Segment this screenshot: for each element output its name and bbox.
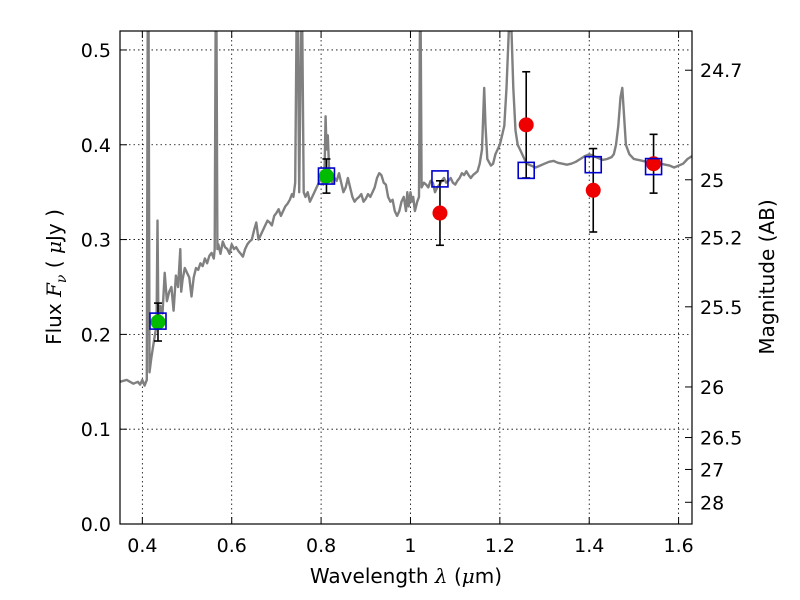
x-tick-label: 1.2 bbox=[485, 535, 515, 557]
y2-tick-label: 26 bbox=[700, 377, 724, 399]
y2-tick-label: 24.7 bbox=[700, 60, 742, 82]
marker-layer bbox=[149, 117, 663, 330]
nir-data-point bbox=[518, 117, 534, 133]
x-tick-label: 0.4 bbox=[127, 535, 157, 557]
nir-data-point bbox=[646, 156, 662, 172]
tick-marks bbox=[120, 31, 692, 525]
y2-tick-label: 25.5 bbox=[700, 297, 742, 319]
x-tick-label: 0.6 bbox=[217, 535, 247, 557]
model-photometry-point bbox=[517, 161, 536, 180]
model-photometry-point bbox=[149, 312, 167, 330]
y2-tick-label: 25 bbox=[700, 170, 724, 192]
plot-background bbox=[120, 31, 692, 524]
y2-tick-label: 27 bbox=[700, 459, 724, 481]
y-tick-label: 0.2 bbox=[81, 324, 111, 346]
x-tick-label: 1.6 bbox=[663, 535, 693, 557]
y-tick-label: 0.3 bbox=[81, 230, 111, 252]
tick-labels: 0.4 0.6 0.8 1 1.2 1.4 1.6 0.0 0.1 0.2 0.3 0.4 0.5 24.… bbox=[81, 40, 743, 557]
x-tick-label: 0.8 bbox=[306, 535, 336, 557]
y-tick-label: 0.4 bbox=[81, 135, 111, 157]
x-axis-title: Wavelength λ (μm) bbox=[310, 564, 502, 588]
y2-axis-title: Magnitude (AB) bbox=[755, 199, 779, 354]
y-tick-label: 0.1 bbox=[81, 419, 111, 441]
nir-data-point bbox=[585, 182, 601, 198]
model-photometry-point bbox=[584, 155, 603, 174]
y2-tick-label: 28 bbox=[700, 492, 724, 514]
x-tick-label: 1 bbox=[404, 535, 416, 557]
model-photometry-point bbox=[644, 157, 663, 176]
y2-tick-label: 26.5 bbox=[700, 428, 742, 450]
optical-data-point bbox=[150, 314, 166, 330]
y-tick-label: 0.5 bbox=[81, 40, 111, 62]
optical-data-point bbox=[318, 168, 334, 184]
y2-tick-label: 25.2 bbox=[700, 228, 742, 250]
model-photometry-point bbox=[317, 167, 336, 185]
x-tick-label: 1.4 bbox=[574, 535, 604, 557]
y-axis-title: Flux Fν ( μJy ) bbox=[42, 209, 70, 345]
y-tick-label: 0.0 bbox=[81, 514, 111, 536]
plot-frame bbox=[119, 30, 693, 525]
nir-data-point bbox=[432, 205, 448, 221]
model-photometry-point bbox=[431, 170, 449, 188]
